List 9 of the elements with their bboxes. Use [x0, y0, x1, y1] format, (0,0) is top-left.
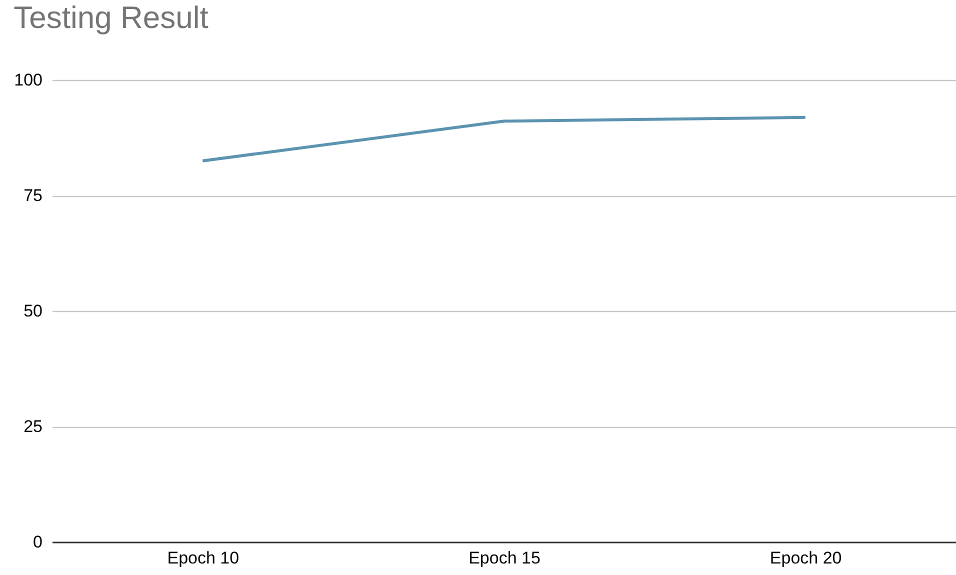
- x-tick-label: Epoch 10: [167, 548, 240, 568]
- x-tick-label: Epoch 15: [468, 548, 540, 568]
- y-tick-label: 25: [24, 417, 42, 436]
- y-tick-label: 75: [24, 186, 42, 205]
- y-tick-label: 50: [24, 302, 42, 320]
- y-tick-label: 0: [33, 532, 42, 552]
- chart-title: Testing Result: [14, 0, 209, 35]
- x-tick-label: Epoch 20: [770, 548, 842, 568]
- y-tick-label: 100: [14, 70, 42, 90]
